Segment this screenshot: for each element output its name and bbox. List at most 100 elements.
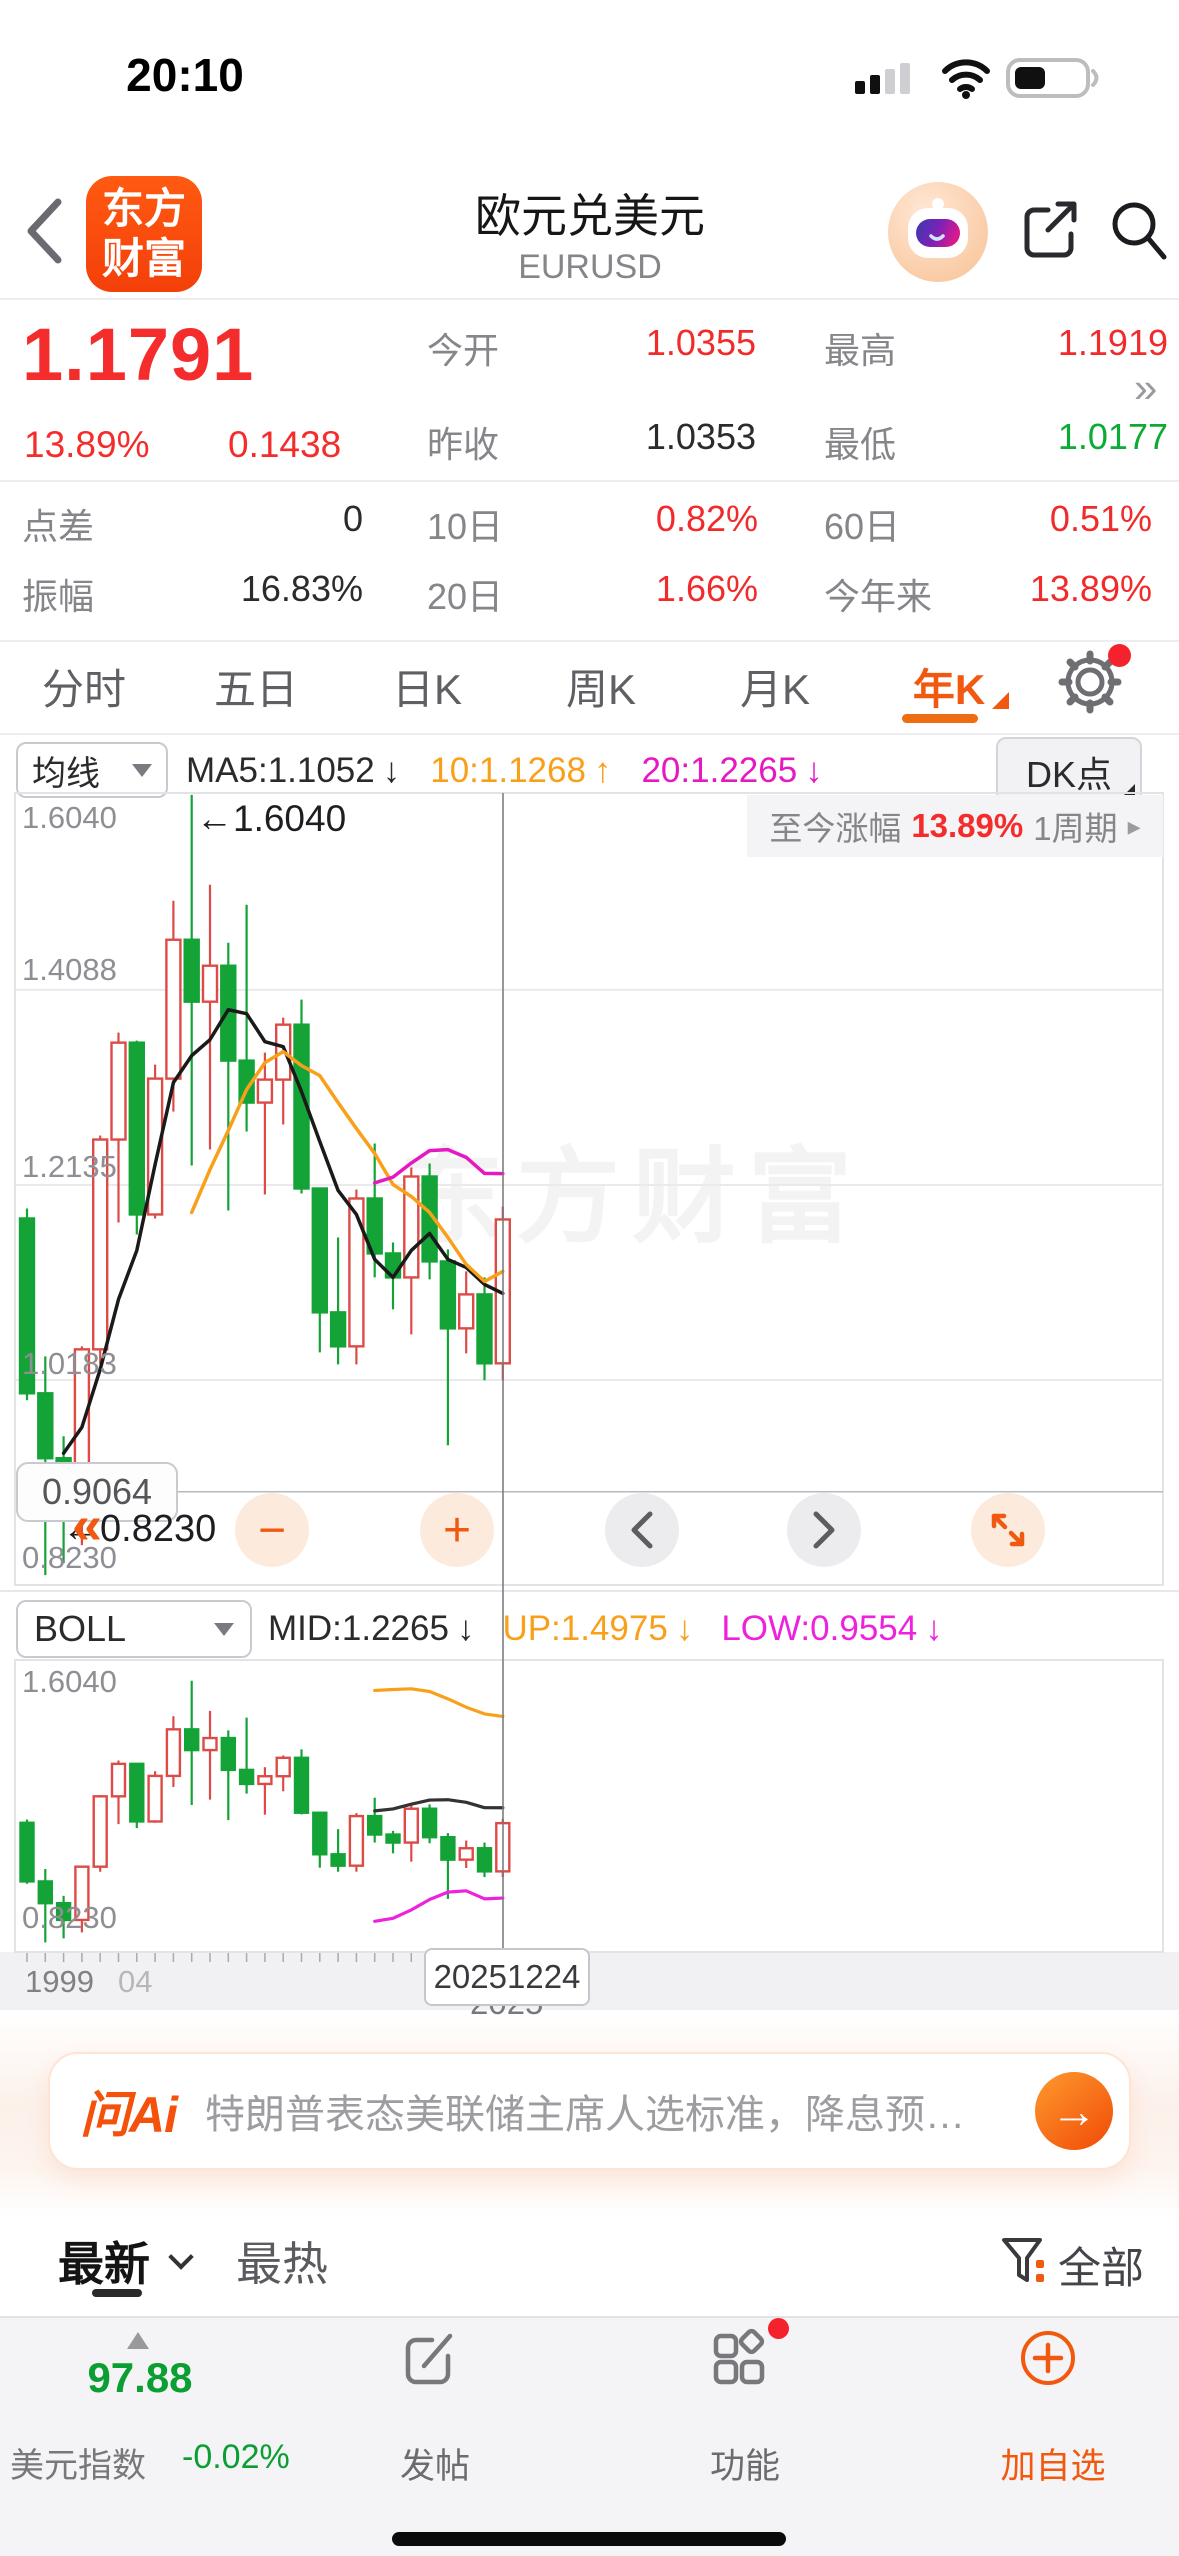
x-axis-second-label: 04: [118, 1964, 153, 1999]
zoom-out-button[interactable]: −: [235, 1493, 309, 1567]
logo-line1: 东方: [101, 185, 186, 232]
signal-strength-icon: [855, 58, 927, 94]
boll-up-arrow: ↓: [675, 1609, 694, 1648]
latest-tab-underline: [92, 2289, 142, 2297]
tab-daily-k[interactable]: 日K: [391, 666, 462, 713]
low-value: 1.0177: [1057, 416, 1168, 457]
high-value: 1.1919: [1057, 322, 1168, 363]
change-percent: 13.89%: [24, 424, 150, 465]
boll-select-label: BOLL: [34, 1608, 127, 1649]
ma5-arrow: ↓: [382, 751, 401, 790]
usd-index-value[interactable]: 97.88: [87, 2354, 193, 2401]
features-icon[interactable]: [706, 2326, 770, 2390]
change-absolute: 0.1438: [228, 424, 342, 465]
tab-latest[interactable]: 最新: [58, 2238, 150, 2290]
chevron-down-icon: [132, 763, 152, 777]
ma-values: MA5:1.1052 ↓ 10:1.1268 ↑ 20:1.2265 ↓: [186, 748, 823, 794]
back-icon[interactable]: [22, 196, 68, 266]
battery-icon: [1006, 58, 1099, 98]
gear-icon[interactable]: [1058, 650, 1122, 714]
page-title: 欧元兑美元: [475, 190, 705, 242]
ask-ai-submit-button[interactable]: →: [1035, 2072, 1113, 2150]
boll-y-label-bottom: 0.8230: [22, 1900, 117, 1935]
ma-indicator-select[interactable]: 均线: [16, 742, 168, 798]
boll-up-value: UP:1.4975: [502, 1609, 668, 1648]
post-icon[interactable]: [398, 2326, 462, 2390]
y-axis-label: 1.6040: [22, 800, 117, 835]
badge-prefix: 至今涨幅: [769, 810, 902, 847]
badge-chevron-icon: ▸: [1127, 810, 1141, 841]
stats-divider: [0, 640, 1179, 642]
search-icon[interactable]: [1108, 198, 1170, 264]
boll-low-value: LOW:0.9554: [721, 1609, 918, 1648]
tab-weekly-k[interactable]: 周K: [565, 666, 636, 713]
chevron-left-icon: [631, 1511, 653, 1549]
status-time: 20:10: [126, 49, 244, 101]
expand-icon: [991, 1513, 1025, 1547]
tab-5day[interactable]: 五日: [213, 666, 298, 713]
last-price: 1.1791: [22, 313, 255, 396]
pan-right-button[interactable]: [787, 1493, 861, 1567]
y-axis-label: 1.4088: [22, 952, 117, 987]
gear-notification-dot: [1108, 644, 1131, 667]
ma20-arrow: ↓: [805, 751, 823, 790]
d10-value: 0.82%: [655, 498, 758, 539]
more-stats-chevron[interactable]: »: [1134, 364, 1158, 411]
ask-ai-search-bar[interactable]: 问Ai 特朗普表态美联储主席人选标准，降息预… →: [48, 2052, 1131, 2170]
tab-yearly-k[interactable]: 年K: [912, 666, 986, 713]
home-indicator: [392, 2532, 786, 2546]
pan-left-button[interactable]: [605, 1493, 679, 1567]
zoom-in-button[interactable]: +: [420, 1493, 494, 1567]
minus-icon: −: [257, 1503, 287, 1557]
x-axis-start-year: 1999: [25, 1964, 94, 1999]
tab-monthly-k[interactable]: 月K: [739, 666, 810, 713]
share-icon[interactable]: [1018, 198, 1082, 264]
boll-y-label-top: 1.6040: [22, 1664, 117, 1699]
ai-robot-avatar[interactable]: [888, 182, 988, 282]
low-price-annotation: ←0.8230: [62, 1508, 217, 1550]
amplitude-value: 16.83%: [240, 568, 363, 609]
eastmoney-logo: 东方 财富: [86, 176, 202, 292]
tab-minute[interactable]: 分时: [41, 666, 126, 713]
quote-divider: [0, 480, 1179, 482]
y-axis-label: 1.0183: [22, 1346, 117, 1381]
ma10-value: 10:1.1268: [430, 751, 586, 790]
price-level-tag: 0.9064: [16, 1462, 178, 1522]
symbol-code: EURUSD: [518, 248, 662, 286]
y-axis-label: 0.8230: [22, 1540, 117, 1575]
ma10-arrow: ↑: [593, 751, 612, 790]
badge-value: 13.89%: [911, 807, 1024, 844]
crosshair-date-tooltip: 20251224: [424, 1948, 590, 2006]
open-value: 1.0355: [645, 322, 756, 363]
index-up-triangle-icon: [127, 2332, 149, 2349]
arrow-right-icon: →: [1051, 2085, 1097, 2137]
ma-select-label: 均线: [32, 754, 100, 793]
features-notification-dot: [768, 2318, 789, 2339]
usd-index-change: -0.02%: [182, 2438, 290, 2476]
logo-line2: 财富: [101, 235, 186, 282]
add-watchlist-icon[interactable]: [1016, 2326, 1080, 2390]
ytd-gain-badge[interactable]: 至今涨幅 13.89% 1周期 ▸: [747, 795, 1163, 857]
ma20-value: 20:1.2265: [641, 751, 798, 790]
fullscreen-button[interactable]: [971, 1493, 1045, 1567]
d60-value: 0.51%: [1049, 498, 1152, 539]
filter-icon[interactable]: [1000, 2236, 1048, 2288]
ma5-value: MA5:1.1052: [186, 751, 375, 790]
ytd-value: 13.89%: [1029, 568, 1152, 609]
watermark: 东方财富: [400, 1140, 865, 1256]
wifi-icon: [942, 59, 990, 99]
dk-label: DK点: [1025, 754, 1112, 795]
prev-close-value: 1.0353: [645, 416, 756, 457]
bottom-bar: [0, 2316, 1179, 2556]
y-axis-label: 1.2135: [22, 1149, 117, 1184]
tab-hottest[interactable]: 最热: [236, 2238, 328, 2290]
d20-value: 1.66%: [655, 568, 758, 609]
boll-indicator-select[interactable]: BOLL: [16, 1600, 252, 1658]
spread-value: 0: [342, 498, 363, 539]
chevron-right-icon: [813, 1511, 835, 1549]
plus-icon: +: [442, 1503, 472, 1557]
badge-suffix: 1周期: [1033, 810, 1118, 847]
chevron-down-icon: [214, 1622, 234, 1636]
rewind-icon[interactable]: «: [72, 1495, 103, 1555]
